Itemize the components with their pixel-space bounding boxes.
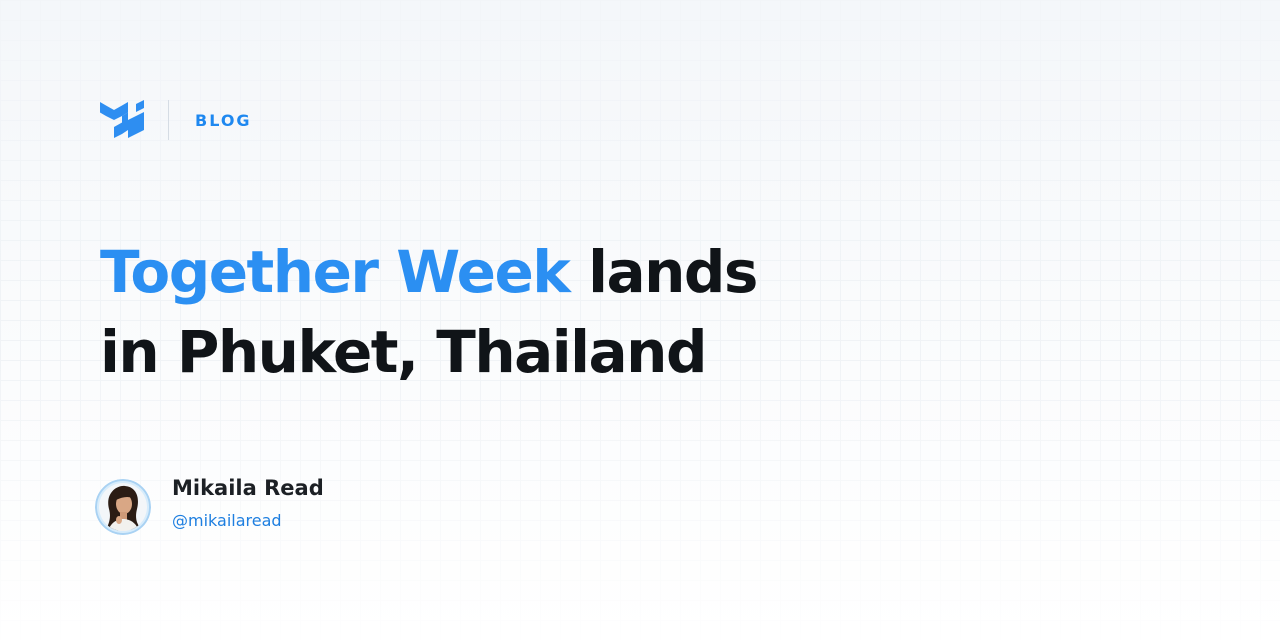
title-highlight: Together Week: [100, 238, 571, 306]
blog-section-label[interactable]: BLOG: [195, 110, 252, 130]
mui-logo-icon[interactable]: [100, 100, 144, 140]
author-handle-link[interactable]: @mikailaread: [172, 511, 282, 530]
author-avatar[interactable]: [95, 479, 151, 535]
header-divider: [168, 100, 169, 140]
page-title: Together Week lands in Phuket, Thailand: [100, 232, 758, 392]
author-name[interactable]: Mikaila Read: [172, 476, 324, 500]
title-line1-rest: lands: [569, 238, 758, 306]
blog-header: BLOG: [100, 99, 252, 141]
author-card: Mikaila Read @mikailaread: [95, 476, 324, 535]
title-line2: in Phuket, Thailand: [100, 318, 707, 386]
